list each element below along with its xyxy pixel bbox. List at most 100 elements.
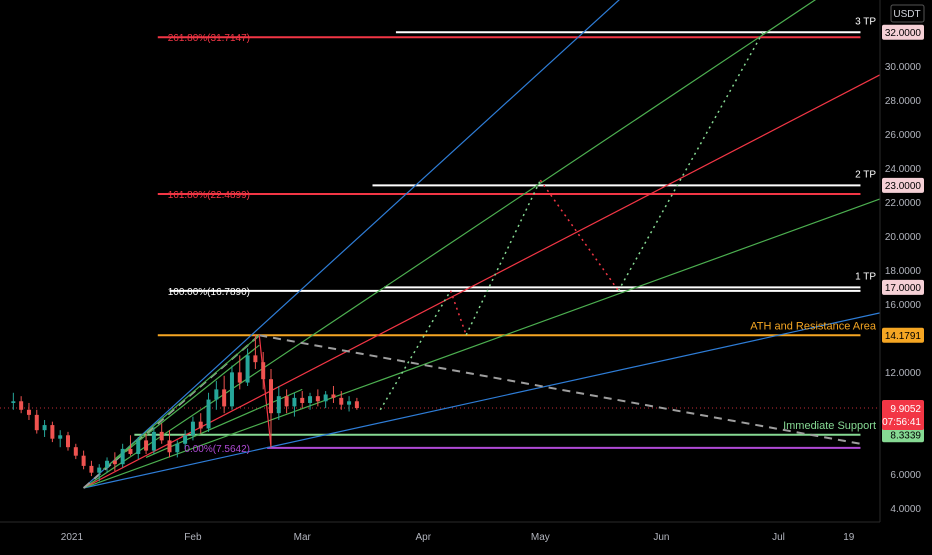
price-tag-box [882, 24, 924, 40]
candle[interactable] [245, 355, 250, 383]
price-tick-label: 4.0000 [890, 504, 921, 515]
time-tick-label: Jul [772, 532, 785, 543]
time-tick-label: 19 [843, 532, 855, 543]
candle[interactable] [34, 414, 39, 431]
candle[interactable] [339, 397, 344, 405]
candle[interactable] [229, 372, 234, 407]
projection-segment[interactable] [379, 290, 452, 411]
trend-line[interactable] [82, 334, 260, 489]
candle[interactable] [198, 421, 203, 429]
projection-segment[interactable] [539, 179, 620, 292]
trend-line[interactable] [83, 0, 818, 489]
price-tag-label: 14.1791 [885, 331, 922, 342]
candle[interactable] [73, 447, 78, 456]
price-tick-label: 12.0000 [885, 368, 922, 379]
target-label: 3 TP [855, 16, 876, 27]
projection-segment[interactable] [449, 290, 467, 336]
candle[interactable] [97, 467, 102, 473]
candle[interactable] [50, 425, 55, 439]
price-tag-label: 32.0000 [885, 28, 922, 39]
price-tick-label: 26.0000 [885, 130, 922, 141]
candle[interactable] [269, 379, 273, 414]
time-axis[interactable]: 2021 Feb Mar Apr May Jun Jul 19 [0, 521, 880, 543]
candles[interactable] [11, 334, 359, 482]
current-price-tag-box [882, 399, 924, 430]
candle[interactable] [66, 435, 70, 448]
price-tag-box [882, 327, 924, 343]
candle[interactable] [128, 448, 133, 454]
candle[interactable] [331, 394, 336, 398]
price-tick-label: 24.0000 [885, 164, 922, 175]
annotation-label: ATH and Resistance Area [750, 320, 877, 332]
candle[interactable] [136, 440, 141, 454]
candle[interactable] [81, 455, 86, 466]
candle[interactable] [19, 401, 24, 410]
trend-line[interactable] [83, 312, 881, 489]
price-tag-label: 23.0000 [885, 181, 922, 192]
candle[interactable] [175, 443, 180, 453]
projection-segment[interactable] [465, 179, 542, 336]
candle[interactable] [26, 409, 31, 415]
currency-box[interactable] [890, 4, 925, 23]
trend-line[interactable] [83, 0, 631, 489]
horizontal-levels[interactable] [0, 31, 880, 449]
candle[interactable] [300, 397, 305, 403]
trend-line[interactable] [83, 198, 881, 489]
candle[interactable] [276, 396, 281, 414]
candle[interactable] [222, 389, 227, 407]
candle[interactable] [183, 435, 188, 444]
candle[interactable] [167, 440, 172, 453]
trend-line[interactable] [259, 334, 861, 445]
time-tick-label: May [531, 532, 550, 543]
price-tag-label: 17.0000 [885, 283, 922, 294]
time-tick-label: 2021 [61, 532, 84, 543]
candle[interactable] [42, 425, 47, 431]
trend-line[interactable] [145, 388, 303, 458]
candle[interactable] [237, 372, 242, 383]
candle[interactable] [308, 396, 313, 403]
trend-lines[interactable] [82, 0, 881, 489]
candle[interactable] [11, 401, 16, 403]
candle[interactable] [206, 399, 211, 429]
candle[interactable] [120, 448, 125, 465]
price-tick-label: 6.0000 [890, 470, 921, 481]
level-labels: 261.80%(31.7147) 161.80%(22.4899) 100.00%(… [168, 16, 877, 455]
annotation-label: Immediate Support [783, 420, 876, 432]
fib-level-label: 161.80%(22.4899) [168, 190, 250, 201]
time-tick-label: Mar [294, 532, 312, 543]
candle[interactable] [159, 431, 164, 441]
projection-path[interactable] [379, 31, 764, 411]
fib-level-label: 0.00%(7.5642) [184, 444, 250, 455]
trend-line[interactable] [114, 334, 260, 460]
price-tag-label: 8.3339 [890, 430, 921, 441]
candle[interactable] [261, 362, 266, 380]
time-tick-label: Jun [653, 532, 669, 543]
price-tag-box [882, 427, 924, 443]
target-label: 1 TP [855, 271, 876, 282]
candle[interactable] [112, 460, 117, 465]
trend-line[interactable] [83, 74, 881, 489]
candle[interactable] [58, 435, 63, 439]
countdown-label: 07:56:41 [882, 417, 921, 428]
candle[interactable] [284, 396, 289, 407]
candle[interactable] [190, 421, 195, 436]
candle[interactable] [347, 401, 352, 405]
candle[interactable] [214, 389, 219, 400]
candle[interactable] [89, 465, 94, 473]
trend-line[interactable] [258, 335, 272, 448]
trend-line[interactable] [102, 344, 260, 470]
price-tag-box [882, 279, 924, 295]
projection-segment[interactable] [617, 31, 764, 292]
candle[interactable] [144, 440, 149, 451]
candle[interactable] [292, 397, 297, 407]
candle[interactable] [354, 401, 359, 409]
candle[interactable] [151, 431, 156, 451]
candle[interactable] [105, 460, 110, 468]
candle[interactable] [253, 355, 258, 363]
currency-label: USDT [893, 9, 920, 20]
candle[interactable] [323, 394, 328, 402]
target-label: 2 TP [855, 169, 876, 180]
candle[interactable] [315, 396, 320, 402]
